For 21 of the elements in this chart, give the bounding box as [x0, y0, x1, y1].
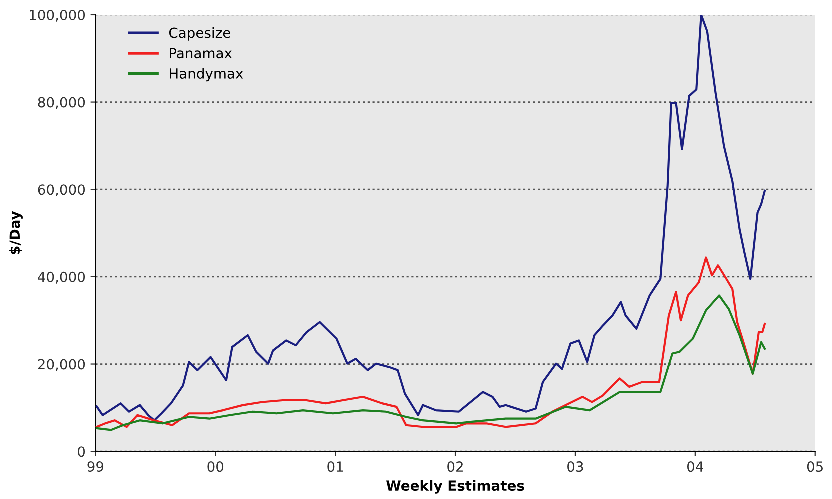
legend-label: Capesize [169, 27, 230, 41]
x-tick-label: 99 [88, 462, 104, 472]
x-tick-label: 00 [208, 462, 224, 472]
y-tick-label: 100,000 [30, 10, 86, 22]
line-series [96, 294, 766, 432]
x-tick-label: 04 [687, 462, 704, 472]
y-tick-label: 0 [78, 446, 86, 458]
x-tick-label: 02 [448, 462, 463, 472]
x-tick-label: 05 [807, 462, 823, 472]
y-tick-label: 60,000 [38, 184, 86, 197]
x-tick-label: 03 [568, 462, 584, 472]
legend-label: Handymax [170, 68, 244, 82]
y-tick-label: 20,000 [38, 359, 86, 372]
x-tick-label: 01 [328, 462, 344, 472]
x-axis-title: Weekly Estimates [386, 480, 524, 494]
line-series [96, 256, 766, 428]
line-series [96, 14, 766, 422]
y-axis-title: $/Day [9, 211, 23, 254]
y-tick-label: 80,000 [38, 97, 86, 110]
y-tick-label: 40,000 [38, 272, 86, 284]
legend-label: Panamax [170, 48, 232, 59]
